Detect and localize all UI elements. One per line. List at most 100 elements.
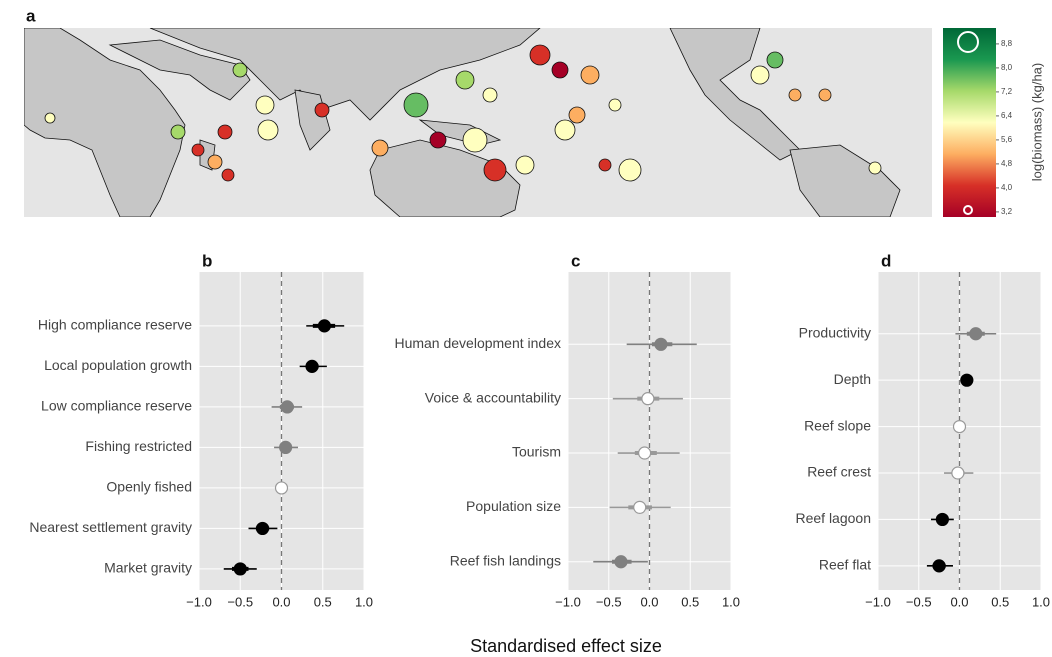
colorbar-tick-label: 7,2 bbox=[1001, 87, 1013, 96]
panel-label: c bbox=[571, 251, 580, 270]
category-label: Nearest settlement gravity bbox=[29, 519, 192, 535]
estimate-point bbox=[280, 400, 294, 414]
x-tick-label: −0.5 bbox=[596, 594, 622, 609]
site bbox=[170, 124, 186, 140]
category-label: Reef lagoon bbox=[795, 510, 871, 526]
site bbox=[618, 158, 642, 182]
site bbox=[255, 95, 275, 115]
estimate-point bbox=[279, 440, 293, 455]
estimate-point bbox=[614, 555, 628, 569]
map: a bbox=[24, 6, 932, 217]
size-legend bbox=[957, 31, 979, 53]
category-label: Tourism bbox=[512, 444, 561, 460]
x-tick-label: 1.0 bbox=[355, 594, 373, 609]
x-tick-label: 0.5 bbox=[681, 594, 699, 609]
site bbox=[221, 168, 235, 182]
site bbox=[868, 161, 882, 175]
site bbox=[788, 88, 802, 102]
x-tick-label: 0.5 bbox=[314, 594, 332, 609]
panel-label: b bbox=[202, 251, 212, 270]
estimate-point bbox=[960, 373, 974, 387]
land bbox=[24, 28, 901, 217]
x-tick-label: −1.0 bbox=[186, 594, 212, 609]
category-label: Depth bbox=[834, 371, 871, 387]
x-tick-label: 0.0 bbox=[272, 594, 290, 609]
site bbox=[568, 106, 586, 124]
category-label: Human development index bbox=[394, 335, 561, 351]
site-markers bbox=[44, 44, 882, 182]
category-label: Low compliance reserve bbox=[41, 398, 192, 414]
estimate-point bbox=[932, 559, 946, 573]
site bbox=[217, 124, 233, 140]
site bbox=[515, 155, 535, 175]
x-tick-label: 0.0 bbox=[950, 594, 968, 609]
category-label: Reef flat bbox=[819, 557, 871, 573]
site bbox=[482, 87, 498, 103]
category-label: Reef slope bbox=[804, 417, 871, 433]
size-legend bbox=[963, 205, 973, 215]
category-label: Population size bbox=[466, 498, 561, 514]
x-tick-label: −0.5 bbox=[906, 594, 932, 609]
colorbar-tick-label: 4,0 bbox=[1001, 183, 1013, 192]
estimate-point bbox=[951, 466, 965, 480]
forest-plot: −1.0 −0.5 0.0 0.5 1.0 c Human development inde… bbox=[394, 251, 740, 609]
site bbox=[483, 158, 507, 182]
site bbox=[766, 51, 784, 69]
x-tick-label: 0.0 bbox=[640, 594, 658, 609]
panel-label: d bbox=[881, 251, 891, 270]
estimate-point bbox=[638, 446, 652, 460]
colorbar-tick-label: 3,2 bbox=[1001, 207, 1013, 216]
x-tick-label: −1.0 bbox=[555, 594, 581, 609]
x-tick-label: 1.0 bbox=[722, 594, 740, 609]
estimate-point bbox=[633, 500, 647, 514]
colorbar-tick-label: 6,4 bbox=[1001, 111, 1013, 120]
site bbox=[551, 61, 569, 79]
forest-plot: −1.0 −0.5 0.0 0.5 1.0 d Productivity Depth Reef … bbox=[795, 251, 1050, 609]
category-label: Openly fished bbox=[106, 479, 192, 495]
colorbar-label: log(biomass) (kg/ha) bbox=[1029, 63, 1044, 182]
site bbox=[207, 154, 223, 170]
site bbox=[750, 65, 770, 85]
site bbox=[257, 119, 279, 141]
x-tick-label: −1.0 bbox=[865, 594, 891, 609]
x-axis-label: Standardised effect size bbox=[470, 636, 662, 656]
panel-label: a bbox=[26, 6, 36, 25]
site bbox=[191, 143, 205, 157]
colorbar-tick-label: 5,6 bbox=[1001, 135, 1013, 144]
category-label: High compliance reserve bbox=[38, 317, 192, 333]
estimate-point bbox=[317, 319, 331, 333]
colorbar-tick-label: 8,0 bbox=[1001, 63, 1013, 72]
site bbox=[818, 88, 832, 102]
site bbox=[580, 65, 600, 85]
category-label: Market gravity bbox=[104, 560, 192, 576]
colorbar: log(biomass) (kg/ha) 3,2 4,0 4,8 5,6 6,4 7,2 8… bbox=[943, 28, 1044, 217]
site bbox=[608, 98, 622, 112]
estimate-point bbox=[969, 327, 983, 341]
estimate-point bbox=[935, 512, 949, 527]
category-label: Reef crest bbox=[807, 464, 871, 480]
x-tick-label: 0.5 bbox=[991, 594, 1009, 609]
site bbox=[554, 119, 576, 141]
category-label: Reef fish landings bbox=[450, 552, 561, 568]
site bbox=[371, 139, 389, 157]
x-tick-label: −0.5 bbox=[227, 594, 253, 609]
colorbar-gradient bbox=[943, 28, 996, 217]
category-label: Voice & accountability bbox=[425, 389, 561, 405]
estimate-point bbox=[952, 419, 967, 434]
colorbar-tick-label: 8,8 bbox=[1001, 39, 1013, 48]
x-tick-label: 1.0 bbox=[1032, 594, 1050, 609]
category-label: Productivity bbox=[799, 324, 871, 340]
site bbox=[462, 127, 488, 153]
site bbox=[455, 70, 475, 90]
site bbox=[232, 62, 248, 78]
site bbox=[429, 131, 447, 149]
site bbox=[44, 112, 56, 124]
site bbox=[403, 92, 429, 118]
estimate-point bbox=[305, 359, 319, 373]
site bbox=[598, 158, 612, 172]
estimate-point bbox=[641, 392, 655, 406]
estimate-point bbox=[654, 337, 668, 351]
site bbox=[314, 102, 330, 118]
forest-plot: −1.0 −0.5 0.0 0.5 1.0 b High compliance reserv… bbox=[29, 251, 373, 609]
